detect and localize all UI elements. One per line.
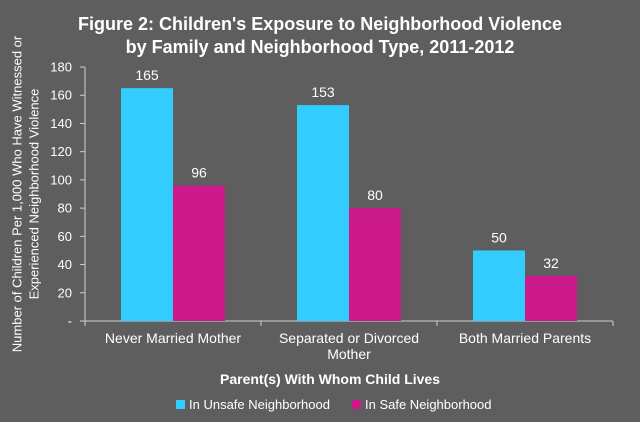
legend-safe-swatch bbox=[352, 400, 361, 409]
bar-safe bbox=[525, 275, 577, 321]
legend-safe-label: In Safe Neighborhood bbox=[365, 397, 491, 412]
y-tick-label: 100 bbox=[50, 172, 72, 187]
data-label: 96 bbox=[191, 165, 207, 181]
y-axis-title-line: Number of Children Per 1,000 Who Have Wi… bbox=[9, 35, 24, 352]
y-tick-label: 40 bbox=[58, 257, 72, 272]
y-tick-label: 80 bbox=[58, 201, 72, 216]
x-category-label: Separated or Divorced bbox=[279, 330, 419, 346]
x-axis-title: Parent(s) With Whom Child Lives bbox=[220, 371, 440, 387]
x-category-label: Mother bbox=[327, 346, 371, 362]
data-label: 153 bbox=[311, 84, 335, 100]
chart-title-line-2: by Family and Neighborhood Type, 2011-20… bbox=[125, 37, 515, 57]
y-tick-label: 180 bbox=[50, 60, 72, 75]
y-tick-label: 60 bbox=[58, 229, 72, 244]
x-category-label: Both Married Parents bbox=[459, 330, 591, 346]
legend-unsafe-label: In Unsafe Neighborhood bbox=[189, 397, 330, 412]
y-tick-label: - bbox=[68, 314, 72, 329]
bar-unsafe bbox=[473, 250, 525, 321]
bar-safe bbox=[349, 208, 401, 321]
y-tick-label: 120 bbox=[50, 144, 72, 159]
data-label: 80 bbox=[367, 187, 383, 203]
y-tick-label: 160 bbox=[50, 88, 72, 103]
chart-title-line-1: Figure 2: Children's Exposure to Neighbo… bbox=[77, 14, 562, 34]
data-label: 50 bbox=[491, 229, 507, 245]
data-label: 32 bbox=[543, 255, 559, 271]
y-tick-label: 140 bbox=[50, 116, 72, 131]
y-tick-label: 20 bbox=[58, 285, 72, 300]
bar-safe bbox=[173, 185, 225, 321]
legend-unsafe-swatch bbox=[176, 400, 185, 409]
bar-unsafe bbox=[297, 105, 349, 321]
x-category-label: Never Married Mother bbox=[105, 330, 241, 346]
data-label: 165 bbox=[135, 67, 159, 83]
y-axis-title-line: Experienced Neighborhood Violence bbox=[26, 89, 41, 300]
bar-unsafe bbox=[121, 88, 173, 322]
